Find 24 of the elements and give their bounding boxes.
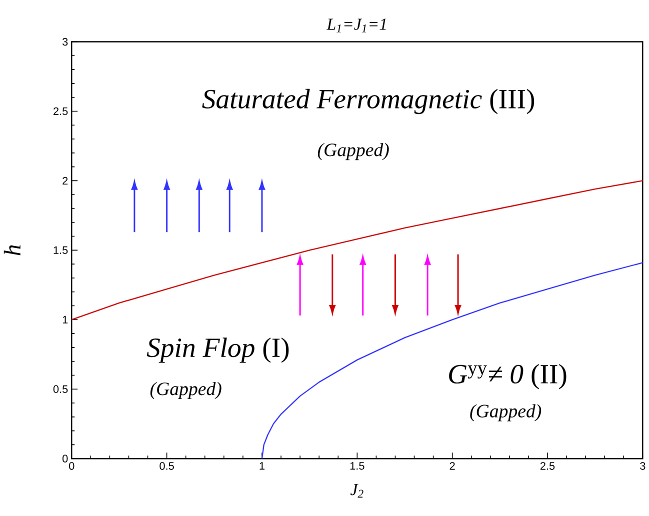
annotation: (Gapped) xyxy=(470,404,542,422)
x-tick-label: 3 xyxy=(640,462,646,470)
x-axis-title: J$_{2}$ xyxy=(350,484,364,498)
x-tick-label: 2.5 xyxy=(540,462,555,470)
annotation: Spin Flop (I) xyxy=(146,337,289,363)
y-tick-label: 0.5 xyxy=(53,385,68,393)
x-tick-label: 2 xyxy=(450,462,455,470)
chart-title: L$_{1}$=J$_{1}$=1 xyxy=(326,18,386,32)
y-tick-label: 0 xyxy=(62,454,68,462)
y-axis-title: h xyxy=(4,245,20,256)
y-tick-label: 3 xyxy=(62,38,68,46)
x-tick-label: 1 xyxy=(260,462,264,470)
x-tick-label: 0.5 xyxy=(160,462,174,470)
y-tick-label: 2 xyxy=(62,176,68,184)
y-tick-label: 2.5 xyxy=(54,107,68,115)
y-tick-label: 1 xyxy=(62,316,68,324)
annotation: G$^{yy}$≠ 0 (II) xyxy=(449,364,566,390)
annotation: (Gapped) xyxy=(150,382,222,399)
annotation: (Gapped) xyxy=(318,142,389,160)
annotation: Saturated Ferromagnetic (III) xyxy=(202,88,534,114)
y-tick-label: 1.5 xyxy=(54,246,68,254)
x-tick-label: 0 xyxy=(69,462,74,470)
line-series xyxy=(261,262,644,460)
x-tick-label: 1.5 xyxy=(350,462,364,470)
